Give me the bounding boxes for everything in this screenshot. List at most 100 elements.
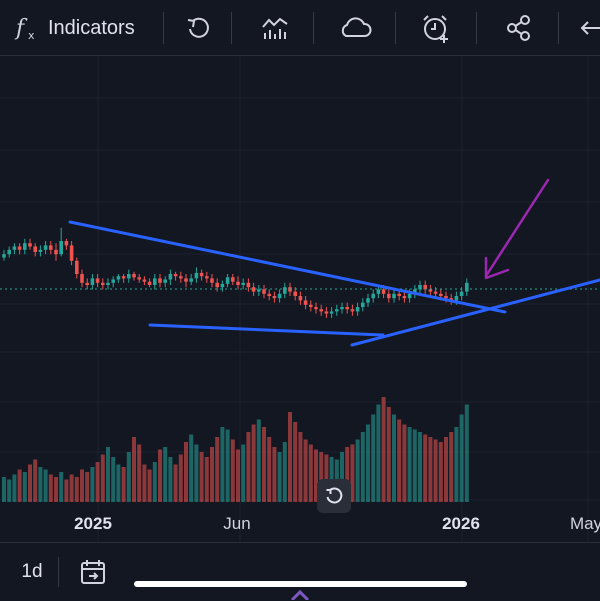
toolbar-divider [395,12,396,44]
candle-body [262,289,266,294]
back-arrow-icon[interactable] [576,0,600,56]
candle-body [449,298,453,301]
candle-body [319,309,323,312]
toolbar-divider [231,12,232,44]
volume-bar [464,404,469,502]
interval-label: 1d [21,561,43,582]
volume-bar [121,467,126,502]
candle-body [215,282,219,288]
trendline-rising [350,278,600,347]
candle-body [413,289,417,294]
volume-bar [428,437,433,502]
volume-bar [173,464,178,502]
candle-body [210,278,214,283]
volume-bar [386,407,391,502]
volume-bar [215,437,220,502]
volume-bar [204,457,209,502]
candle-body [283,287,287,294]
volume-bar [371,414,376,502]
annotation-arrow-shaft [484,178,550,278]
volume-bar [454,427,459,502]
candle-body [90,278,95,285]
price-chart[interactable] [0,56,600,542]
volume-bar [17,469,22,502]
volume-bar [95,462,100,502]
chevron-up-icon[interactable] [288,588,312,600]
volume-bar [225,429,230,502]
home-indicator [134,581,467,587]
candle-body [246,282,251,288]
candle-body [350,309,355,312]
volume-bar [397,419,402,502]
volume-bar [59,472,64,502]
volume-bar [38,467,43,502]
candle-body [241,282,245,285]
alert-clock-icon[interactable] [417,0,455,56]
candle-body [168,274,173,280]
trendlines [68,220,600,347]
candle-body [173,274,178,277]
candle-body [314,307,318,310]
indicators-label: Indicators [48,16,135,39]
candle-body [12,246,17,250]
candle-body [121,276,126,279]
candle-body [298,296,303,301]
volume-bar [366,424,370,502]
candle-body [142,279,147,282]
candle-body [293,291,297,296]
candle-body [376,289,381,294]
candle-body [345,307,349,310]
candle-body [184,278,188,282]
volume-bar [444,437,448,502]
candle-body [340,307,344,310]
candle-body [355,307,360,312]
svg-text:f: f [14,16,28,41]
go-to-date-icon[interactable] [74,553,114,591]
interval-button[interactable]: 1d [10,543,54,601]
candle-body [387,293,391,299]
candle-body [225,277,230,284]
candle-body [444,296,448,299]
volume-bar [423,434,428,502]
candle-body [272,296,277,299]
candle-body [54,249,58,255]
volume-bar [236,449,240,502]
candle-body [303,300,308,305]
volume-bar [355,439,360,502]
candle-body [101,282,105,285]
volume-bar [340,452,344,502]
candle-body [43,245,48,250]
candle-body [49,245,53,250]
volume-bar [152,462,157,502]
volume-bar [449,432,454,502]
annotation-arrow-head [484,256,510,280]
cloud-icon[interactable] [334,0,376,56]
indicators-button[interactable]: Indicators [48,0,148,56]
candle-body [28,243,32,247]
share-icon[interactable] [500,0,538,56]
volume-bar [111,457,116,502]
undo-icon[interactable] [180,0,216,56]
volume-bar [402,424,407,502]
chart-area[interactable] [0,56,600,542]
volume-bar [7,479,12,502]
volume-bar [90,467,95,502]
candle-body [335,309,339,312]
candle-body [371,293,375,299]
candle-body [153,278,157,285]
candle-body [147,281,152,285]
compare-icon[interactable] [255,0,295,56]
candle-body [75,260,79,274]
candle-body [127,274,131,279]
reset-chart-button[interactable] [317,479,351,513]
candle-body [428,289,433,292]
volume-bar [137,444,142,502]
candle-body [132,274,136,278]
volume-bar [293,422,298,502]
volume-bar [199,452,204,502]
volume-bar [246,432,251,502]
candle-body [69,245,74,261]
volume-bar [178,454,183,502]
candle-body [194,272,199,279]
fx-icon[interactable]: f x [10,0,44,56]
